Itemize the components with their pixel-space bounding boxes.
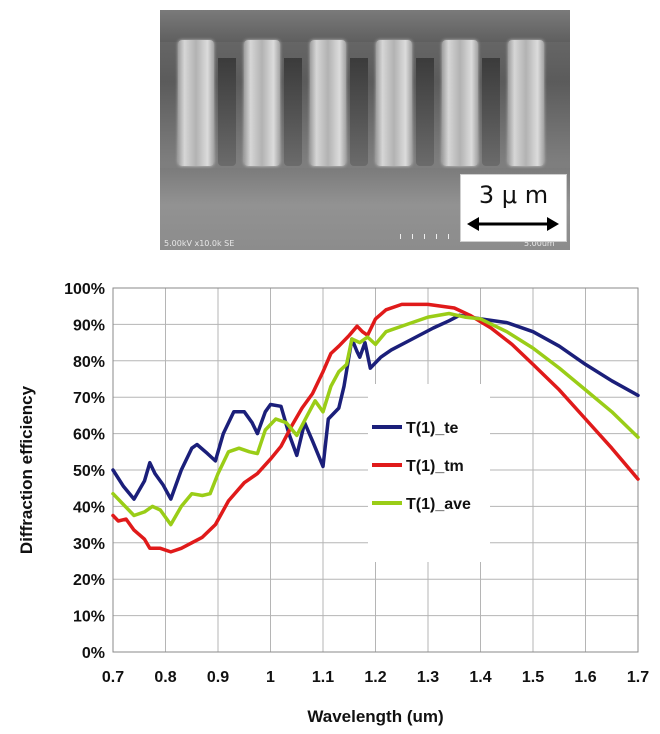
sem-scale-tick bbox=[448, 234, 449, 239]
chart-legend: T(1)_te T(1)_tm T(1)_ave bbox=[368, 384, 490, 562]
sem-pillar bbox=[178, 40, 214, 166]
scale-bar-arrow-icon bbox=[467, 217, 559, 231]
scale-bar-label: 3 μ m bbox=[478, 181, 549, 209]
x-tick-label: 1.6 bbox=[574, 669, 596, 686]
chart-series bbox=[111, 302, 640, 554]
y-tick-label: 0% bbox=[82, 645, 105, 662]
legend-label: T(1)_ave bbox=[406, 496, 471, 513]
x-tick-label: 1.2 bbox=[364, 669, 386, 686]
y-tick-label: 50% bbox=[73, 463, 105, 480]
sem-pillar bbox=[508, 40, 544, 166]
y-axis-title: Diffraction efficiency bbox=[17, 385, 36, 554]
y-tick-label: 90% bbox=[73, 317, 105, 334]
legend-label: T(1)_tm bbox=[406, 458, 464, 475]
y-axis-ticks: 0% 10% 20% 30% 40% 50% 60% 70% 80% 90% 100% bbox=[64, 281, 105, 662]
x-axis-title: Wavelength (um) bbox=[307, 707, 443, 726]
sem-footer-info: 5.00kV x10.0k SE bbox=[164, 239, 235, 248]
series-line-t-1-tm bbox=[111, 302, 640, 554]
sem-pillar bbox=[310, 40, 346, 166]
x-tick-label: 0.9 bbox=[207, 669, 229, 686]
x-tick-label: 1.4 bbox=[469, 669, 491, 686]
y-tick-label: 100% bbox=[64, 281, 105, 298]
sem-trench bbox=[416, 58, 434, 166]
y-tick-label: 10% bbox=[73, 609, 105, 626]
x-tick-label: 0.7 bbox=[102, 669, 124, 686]
legend-box bbox=[368, 384, 490, 562]
sem-scale-tick bbox=[412, 234, 413, 239]
x-axis-ticks: 0.7 0.8 0.9 1 1.1 1.2 1.3 1.4 1.5 1.6 1.7 bbox=[102, 669, 649, 686]
sem-scale-tick bbox=[424, 234, 425, 239]
y-tick-label: 40% bbox=[73, 499, 105, 516]
x-tick-label: 0.8 bbox=[154, 669, 176, 686]
y-tick-label: 20% bbox=[73, 572, 105, 589]
sem-pillar bbox=[442, 40, 478, 166]
diffraction-chart: 0% 10% 20% 30% 40% 50% 60% 70% 80% 90% 100% 0.7 0.8… bbox=[17, 281, 649, 726]
legend-label: T(1)_te bbox=[406, 420, 459, 437]
sem-micrograph: 5.00kV x10.0k SE 5.00um 3 μ m bbox=[160, 10, 570, 250]
sem-footer-scale: 5.00um bbox=[524, 239, 555, 248]
x-tick-label: 1.5 bbox=[522, 669, 544, 686]
sem-pillar bbox=[244, 40, 280, 166]
x-tick-label: 1.1 bbox=[312, 669, 334, 686]
x-tick-label: 1.7 bbox=[627, 669, 649, 686]
y-tick-label: 70% bbox=[73, 390, 105, 407]
y-tick-label: 60% bbox=[73, 427, 105, 444]
x-tick-label: 1.3 bbox=[417, 669, 439, 686]
sem-trench bbox=[482, 58, 500, 166]
y-tick-label: 30% bbox=[73, 536, 105, 553]
scale-bar-box: 3 μ m bbox=[460, 174, 567, 242]
sem-trench bbox=[350, 58, 368, 166]
sem-trench bbox=[218, 58, 236, 166]
sem-top-layer bbox=[160, 10, 570, 42]
series-line-t-1-ave bbox=[111, 311, 640, 527]
sem-scale-tick bbox=[436, 234, 437, 239]
sem-scale-tick bbox=[400, 234, 401, 239]
y-tick-label: 80% bbox=[73, 354, 105, 371]
x-tick-label: 1 bbox=[266, 669, 275, 686]
sem-pillar bbox=[376, 40, 412, 166]
sem-trench bbox=[284, 58, 302, 166]
